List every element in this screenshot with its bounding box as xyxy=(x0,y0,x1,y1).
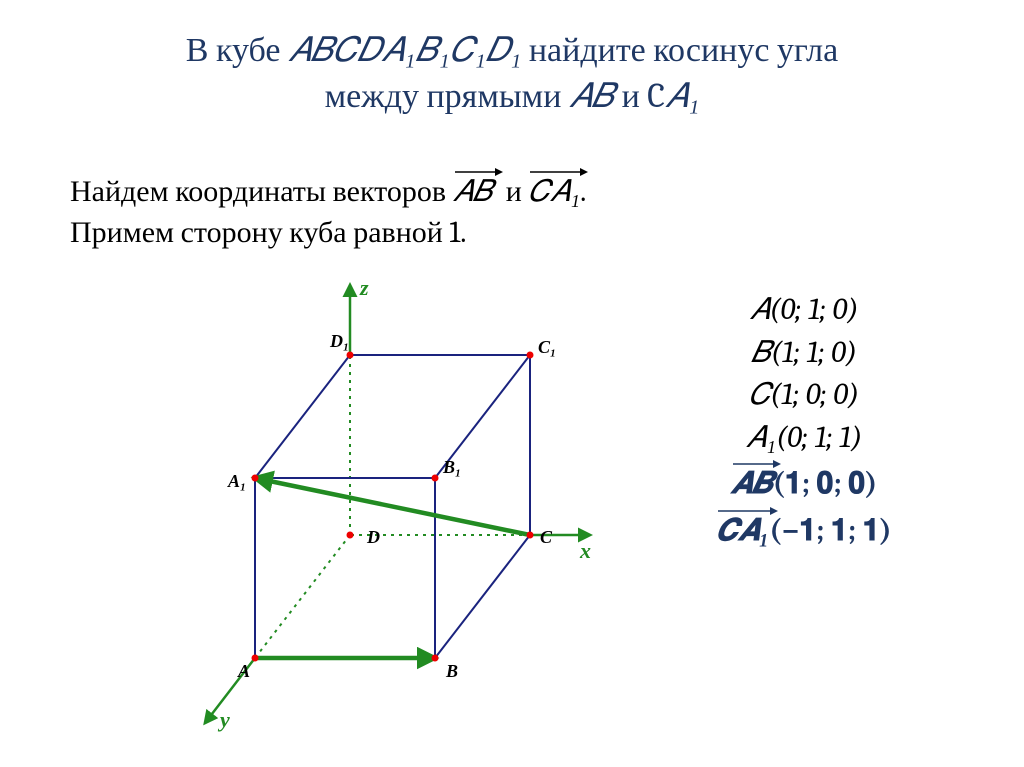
coord-b: 𝐵(1; 1; 0) xyxy=(674,333,934,374)
svg-text:B: B xyxy=(445,661,458,681)
vector-ab-inline: 𝐴𝐵 xyxy=(453,168,500,213)
svg-text:y: y xyxy=(217,707,230,732)
title-line1-suffix: найдите косинус угла xyxy=(521,30,838,70)
svg-text:D: D xyxy=(366,527,380,547)
body-line1-mid: и xyxy=(499,174,528,209)
svg-text:B₁: B₁ xyxy=(442,457,461,477)
vector-arrow-icon xyxy=(453,166,503,176)
coordinates-list: 𝐴(0; 1; 0) 𝐵(1; 1; 0) 𝐶(1; 0; 0) 𝐴₁(0; 1… xyxy=(674,290,934,553)
cube-svg: D C A B D₁ C₁ A₁ B₁ z x y xyxy=(160,275,600,745)
page-title: В кубе 𝐴𝐵𝐶𝐷𝐴₁𝐵₁𝐶₁𝐷₁ найдите косинус угла… xyxy=(0,28,1024,120)
vector-arrow-icon xyxy=(716,505,778,515)
vector-ab-coord: 𝑨𝑩 xyxy=(731,460,773,505)
svg-text:A₁: A₁ xyxy=(227,471,246,491)
coord-vec-ab: 𝑨𝑩(𝟏; 𝟎; 𝟎) xyxy=(674,460,934,505)
title-line2-mid: и xyxy=(614,76,647,116)
vector-arrow-icon xyxy=(731,458,781,468)
body-line1-prefix: Найдем координаты векторов xyxy=(70,174,453,209)
coord-vec-ca1: 𝑪𝑨₁(−𝟏; 𝟏; 𝟏) xyxy=(674,507,934,552)
title-seg2-pre: C xyxy=(647,76,665,116)
body-text: Найдем координаты векторов 𝐴𝐵 и 𝐶𝐴₁. При… xyxy=(70,168,970,253)
vector-arrow-icon xyxy=(528,166,588,176)
svg-text:D₁: D₁ xyxy=(329,331,349,351)
coord-c: 𝐶(1; 0; 0) xyxy=(674,375,934,416)
body-line2: Примем сторону куба равной 1. xyxy=(70,215,466,250)
vector-ab-label: 𝐴𝐵 xyxy=(453,174,493,209)
svg-text:C₁: C₁ xyxy=(538,337,556,357)
svg-text:C: C xyxy=(540,527,553,547)
svg-text:A: A xyxy=(237,661,250,681)
cube-diagram: D C A B D₁ C₁ A₁ B₁ z x y xyxy=(160,275,600,745)
title-line2-prefix: между прямыми xyxy=(325,76,569,116)
title-seg2: 𝐴₁ xyxy=(665,76,699,116)
coord-a1: 𝐴₁(0; 1; 1) xyxy=(674,418,934,459)
svg-text:x: x xyxy=(579,538,591,563)
title-seg1: 𝐴𝐵 xyxy=(569,76,614,116)
title-line1-prefix: В кубе xyxy=(186,30,288,70)
coord-a: 𝐴(0; 1; 0) xyxy=(674,290,934,331)
vector-ca1-label: 𝐶𝐴₁ xyxy=(528,174,580,209)
vector-ca1-coord: 𝑪𝑨₁ xyxy=(716,507,769,552)
svg-text:z: z xyxy=(359,275,369,300)
vector-ca1-inline: 𝐶𝐴₁ xyxy=(528,168,580,213)
body-line1-suffix: . xyxy=(580,174,586,209)
title-cube-label: 𝐴𝐵𝐶𝐷𝐴₁𝐵₁𝐶₁𝐷₁ xyxy=(288,30,521,70)
